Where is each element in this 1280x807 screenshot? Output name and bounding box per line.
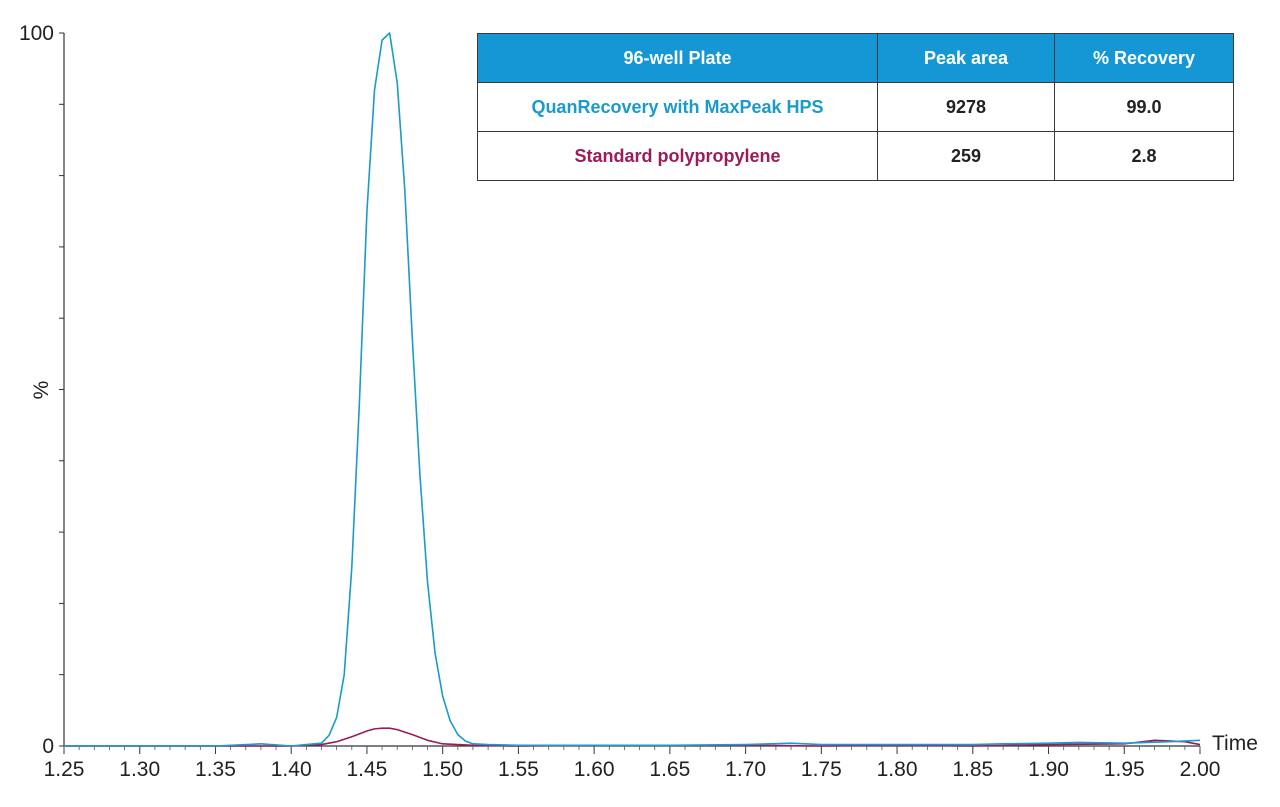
series-line-1 (64, 727, 1201, 747)
x-tick-label: 1.35 (195, 758, 236, 781)
axes: 1.25 1.30 1.35 1.40 1.45 1.50 1.55 1.60 1.65 1.70… (19, 22, 1220, 781)
x-tick-label: 1.65 (649, 758, 690, 781)
series-line-0 (64, 32, 1201, 747)
x-tick-label: 1.40 (271, 758, 312, 781)
x-tick-label: 1.30 (119, 758, 160, 781)
x-tick-label: 1.50 (422, 758, 463, 781)
x-tick-label: 1.80 (877, 758, 918, 781)
y-axis-label: % (30, 381, 53, 400)
header-recovery: % Recovery (1054, 33, 1234, 83)
row-name-quanrecovery: QuanRecovery with MaxPeak HPS (477, 82, 878, 132)
table-row: QuanRecovery with MaxPeak HPS 9278 99.0 (477, 82, 1234, 132)
row-peak-area: 259 (877, 131, 1055, 181)
row-peak-area: 9278 (877, 82, 1055, 132)
x-tick-label: 1.25 (44, 758, 85, 781)
header-peak-area: Peak area (877, 33, 1055, 83)
x-tick-label: 1.60 (574, 758, 615, 781)
y-tick-label: 100 (19, 22, 54, 45)
table-row: Standard polypropylene 259 2.8 (477, 131, 1234, 181)
row-recovery: 2.8 (1054, 131, 1234, 181)
row-name-polypropylene: Standard polypropylene (477, 131, 878, 181)
x-tick-label: 2.00 (1180, 758, 1221, 781)
row-recovery: 99.0 (1054, 82, 1234, 132)
header-plate: 96-well Plate (477, 33, 878, 83)
x-tick-label: 1.85 (952, 758, 993, 781)
x-tick-label: 1.75 (801, 758, 842, 781)
x-tick-label: 1.70 (725, 758, 766, 781)
table-header-row: 96-well Plate Peak area % Recovery (477, 33, 1234, 83)
x-tick-label: 1.95 (1104, 758, 1145, 781)
x-axis-label: Time (1212, 732, 1258, 755)
x-tick-label: 1.45 (346, 758, 387, 781)
x-tick-label: 1.90 (1028, 758, 1069, 781)
results-table: 96-well Plate Peak area % Recovery QuanR… (477, 33, 1234, 181)
series-layer (64, 32, 1201, 747)
y-tick-label: 0 (42, 735, 54, 758)
x-tick-label: 1.55 (498, 758, 539, 781)
